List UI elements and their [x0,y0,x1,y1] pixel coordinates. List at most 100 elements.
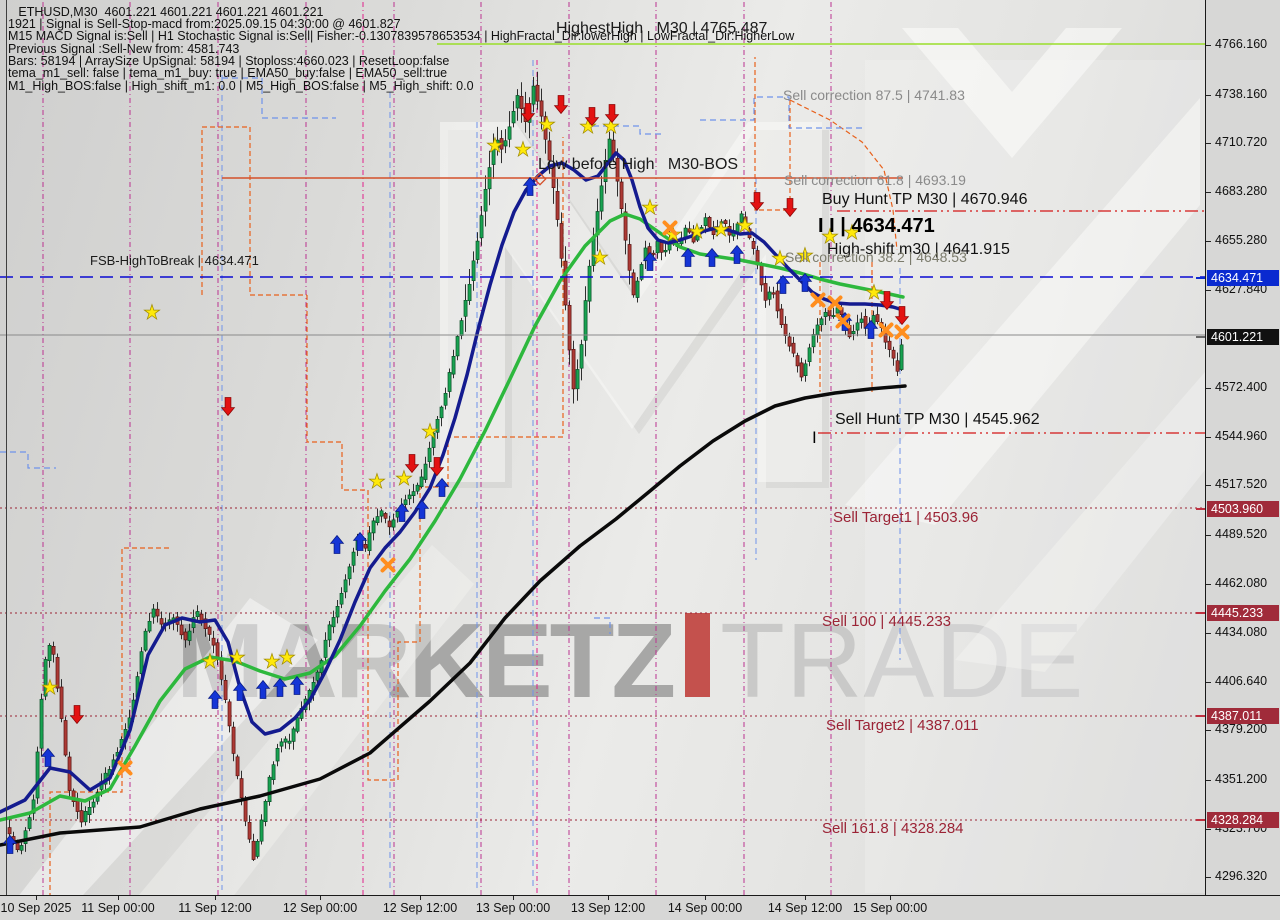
time-tick [320,896,321,900]
star-marker: ★ [514,137,532,161]
info-line-3: M15 MACD Signal is:Sell | H1 Stochastic … [8,29,795,44]
star-marker: ★ [201,649,219,673]
upper-fractal-channel [0,451,56,469]
price-label: 4379.200 [1215,722,1268,736]
price-label: 4572.400 [1215,380,1268,394]
buy-arrow-marker [329,534,345,554]
buy-arrow-marker [40,747,56,767]
price-tick [1206,729,1211,731]
upper-fractal-channel [700,96,866,129]
price-badge: 4445.233 [1207,605,1279,621]
fsb-high-to-break-label: FSB-HighToBreak | 4634.471 [90,253,259,268]
time-tick [805,896,806,900]
price-label: 4738.160 [1215,87,1268,101]
brand-watermark: MARKETZ TRADE [176,608,1084,714]
time-tick [890,896,891,900]
time-tick [420,896,421,900]
price-tick [1206,828,1211,830]
lower-fractal-channel [49,547,172,898]
sell-arrow-marker [584,107,600,127]
buy-arrow-marker [414,499,430,519]
buy-arrow-marker [642,251,658,271]
sell-correction-618-label: Sell correction 61.8 | 4693.19 [784,172,966,188]
time-axis[interactable]: 10 Sep 2025 11 Sep 00:00 11 Sep 12:00 12 Se… [0,895,1280,920]
star-marker: ★ [736,213,754,237]
price-label: 4655.280 [1215,233,1268,247]
x-marker [117,760,133,776]
star-marker: ★ [712,217,730,241]
watermark-shape [955,372,1205,672]
ma-fast-navy [0,151,905,814]
time-tick [36,896,37,900]
buy-arrow-marker [704,247,720,267]
sell-arrow-marker [604,104,620,124]
sell-arrow-marker [404,454,420,474]
star-marker: ★ [602,114,620,138]
star-marker: ★ [278,645,296,669]
buy-arrow-marker [522,176,538,196]
buy-arrow-marker [863,319,879,339]
price-tick [1206,44,1211,46]
layer-frame [6,0,1205,895]
buy-arrow-marker [272,677,288,697]
layer-mas [0,151,907,847]
price-label: 4351.200 [1215,772,1268,786]
sell-correction-382-label: Sell correction 38.2 | 4648.53 [785,249,967,265]
x-marker [827,295,843,311]
time-label: 11 Sep 00:00 [81,901,155,915]
ma-mid-green [0,212,905,822]
buy-arrow-marker [289,675,305,695]
layer-over [0,43,1205,434]
time-label: 14 Sep 12:00 [767,901,843,915]
high-shift-label: High-shift m30 | 4641.915 [827,241,1010,258]
price-badge: 4601.221 [1207,329,1279,345]
watermark-shape [865,60,1205,893]
price-tick [1206,94,1211,96]
sell-arrow-marker [553,95,569,115]
price-label: 4517.520 [1215,477,1268,491]
star-marker: ★ [41,675,59,699]
sell-target2-label: Sell Target2 | 4387.011 [826,717,979,734]
price-tick [1206,681,1211,683]
price-tick [1206,779,1211,781]
diamond-marker [533,172,547,186]
price-tick [1206,534,1211,536]
low-before-high-label: Low before High M30-BOS [538,156,739,173]
price-tick [1206,289,1211,291]
price-label: 4489.520 [1215,527,1268,541]
upper-fractal-channel [222,77,336,119]
sell-arrow-marker [782,198,798,218]
sell-hunt-tp-label: Sell Hunt TP M30 | 4545.962 [835,411,1040,428]
price-tick [1206,142,1211,144]
upper-fractal-channel [594,617,611,634]
watermark-shape [118,545,474,920]
star-marker: ★ [641,195,659,219]
watermark-bar [685,613,711,697]
buy-hunt-tp-label: Buy Hunt TP M30 | 4670.946 [822,191,1028,208]
price-axis[interactable]: 4766.160 4738.160 4710.720 4683.280 4655.280… [1205,0,1280,895]
watermark-shape [845,98,1200,525]
price-label: 4766.160 [1215,37,1268,51]
highest-high-label: HighestHigh M30 | 4765.487 [556,20,768,37]
star-marker: ★ [688,219,706,243]
time-label: 11 Sep 12:00 [178,901,252,915]
price-label: 4544.960 [1215,429,1268,443]
info-line-6: tema_m1_sell: false | tema_m1_buy: true … [8,66,448,81]
price-tick [1206,436,1211,438]
price-badge: 4503.960 [1207,501,1279,517]
buy-arrow-marker [255,679,271,699]
price-tick [1206,191,1211,193]
buy-arrow-marker [394,502,410,522]
time-tick [215,896,216,900]
price-label: 4710.720 [1215,135,1268,149]
sell-100-label: Sell 100 | 4445.233 [822,613,952,630]
star-marker: ★ [771,246,789,270]
sell-target1-label: Sell Target1 | 4503.96 [833,509,979,526]
star-marker: ★ [368,469,386,493]
lower-fractal-channel [306,295,448,781]
time-tick [118,896,119,900]
price-label: 4296.320 [1215,869,1268,883]
hunt-tick-label: I [812,428,817,447]
